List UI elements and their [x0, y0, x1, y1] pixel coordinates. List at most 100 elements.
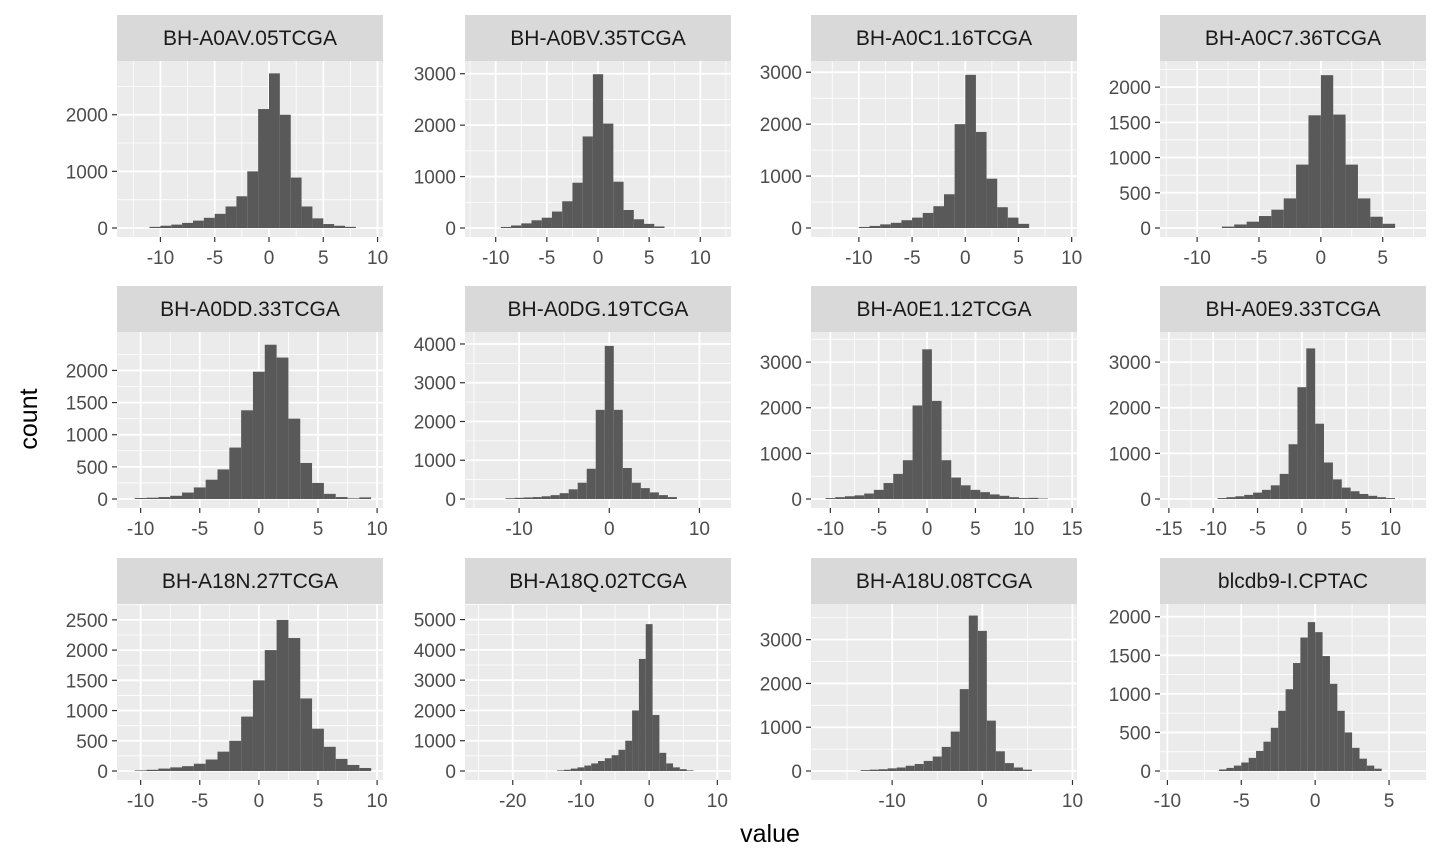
histogram-bar: [666, 763, 674, 771]
histogram-bar: [1009, 497, 1019, 499]
histogram-bar: [649, 492, 659, 499]
histogram-bar: [203, 217, 215, 228]
histogram-bar: [532, 497, 542, 499]
x-tick-label: 0: [644, 791, 655, 812]
y-tick-label: 0: [1140, 219, 1151, 240]
histogram-bar: [941, 460, 952, 499]
x-tick-label: 0: [254, 791, 265, 812]
histogram-bar: [887, 768, 897, 771]
x-tick-label: -5: [191, 519, 208, 540]
x-tick-label: -10: [505, 519, 532, 540]
histogram-bar: [225, 206, 237, 228]
histogram-bar: [531, 220, 542, 228]
histogram-bar: [959, 689, 969, 771]
histogram-bar: [551, 211, 563, 228]
y-tick-label: 1000: [760, 167, 802, 188]
y-tick-label: 2000: [66, 641, 108, 662]
histogram-bar: [1322, 656, 1330, 771]
histogram-bar: [1217, 498, 1227, 499]
y-tick-label: 2000: [1109, 399, 1151, 420]
histogram-bar: [873, 489, 884, 499]
y-tick-label: 3000: [760, 63, 802, 84]
y-tick-label: 2000: [414, 412, 456, 433]
histogram-bar: [193, 763, 206, 771]
histogram-bar: [1377, 497, 1387, 499]
histogram-bar: [1320, 75, 1334, 228]
facet-strip: [811, 286, 1077, 332]
histogram-bar: [300, 463, 313, 499]
x-tick-label: 0: [1316, 248, 1327, 269]
histogram-bar: [347, 498, 360, 499]
facet-panels: BH-A0AV.05TCGA-10 -5 0 5 10010002000BH-A0BV.…: [66, 15, 1426, 812]
histogram-bar: [1028, 497, 1039, 499]
histogram-bar: [1293, 663, 1301, 771]
histogram-bar: [1244, 494, 1254, 499]
x-tick-label: 5: [313, 519, 324, 540]
x-tick-label: 10: [367, 519, 388, 540]
histogram-bar: [1261, 489, 1271, 499]
histogram-bar: [1258, 216, 1272, 228]
x-tick-label: -5: [904, 248, 921, 269]
facet-strip: [1160, 286, 1426, 332]
histogram-bar: [633, 219, 645, 228]
histogram-bar: [170, 767, 183, 771]
histogram-bar: [229, 740, 242, 771]
histogram-bar: [950, 731, 960, 771]
facet-title: BH-A18U.08TCGA: [856, 570, 1032, 593]
y-tick-label: 1000: [66, 162, 108, 183]
histogram-bar: [264, 344, 277, 499]
y-tick-label: 0: [445, 219, 456, 240]
histogram-bar: [1352, 747, 1360, 771]
histogram-bar: [644, 223, 655, 228]
facet-strip: [465, 15, 731, 61]
x-tick-label: 0: [264, 248, 275, 269]
x-tick-label: -20: [499, 791, 526, 812]
histogram-bar: [965, 74, 976, 228]
y-axis-title: count: [15, 388, 43, 449]
x-tick-label: 5: [318, 248, 329, 269]
x-tick-label: 0: [977, 791, 988, 812]
y-tick-label: 2000: [1109, 78, 1151, 99]
histogram-bar: [673, 767, 680, 771]
histogram-bar: [603, 123, 614, 228]
histogram-bar: [312, 728, 324, 771]
histogram-bar: [241, 410, 253, 499]
histogram-bar: [312, 482, 324, 499]
histogram-bar: [290, 177, 302, 228]
histogram-bar: [1256, 750, 1264, 771]
histogram-bar: [679, 769, 687, 771]
histogram-bar: [986, 720, 996, 771]
histogram-bar: [505, 498, 515, 499]
y-tick-label: 500: [1119, 723, 1151, 744]
y-tick-label: 0: [1140, 490, 1151, 511]
histogram-bar: [134, 770, 147, 771]
histogram-bar: [241, 716, 253, 771]
histogram-bar: [288, 418, 301, 499]
y-tick-label: 1000: [1109, 149, 1151, 170]
x-tick-label: -10: [147, 248, 174, 269]
y-tick-label: 0: [97, 219, 108, 240]
y-tick-label: 3000: [414, 671, 456, 692]
histogram-bar: [217, 751, 230, 771]
histogram-bar: [995, 751, 1005, 771]
x-tick-label: 0: [1310, 791, 1321, 812]
facet-panel: BH-A0AV.05TCGA -10 -5 0 5 10 0 1000 2000: [66, 15, 388, 269]
facet-title: BH-A0C7.36TCGA: [1205, 27, 1381, 50]
y-tick-label: 1500: [1109, 646, 1151, 667]
facet-strip: [465, 558, 731, 604]
facet-strip: [811, 15, 1077, 61]
histogram-bar: [1283, 198, 1297, 228]
histogram-bar: [252, 680, 265, 771]
x-tick-label: 15: [1062, 519, 1083, 540]
x-tick-label: -10: [817, 519, 844, 540]
histogram-bar: [563, 769, 571, 771]
histogram-bar: [182, 766, 194, 771]
histogram-bar: [511, 225, 522, 228]
histogram-bar: [1345, 164, 1358, 228]
facet-title: BH-A18N.27TCGA: [162, 570, 338, 593]
histogram-bar: [591, 763, 598, 771]
x-tick-label: -10: [845, 248, 872, 269]
histogram-bar: [933, 206, 944, 228]
y-tick-label: 500: [1119, 184, 1151, 205]
facet-title: BH-A18Q.02TCGA: [509, 570, 686, 593]
